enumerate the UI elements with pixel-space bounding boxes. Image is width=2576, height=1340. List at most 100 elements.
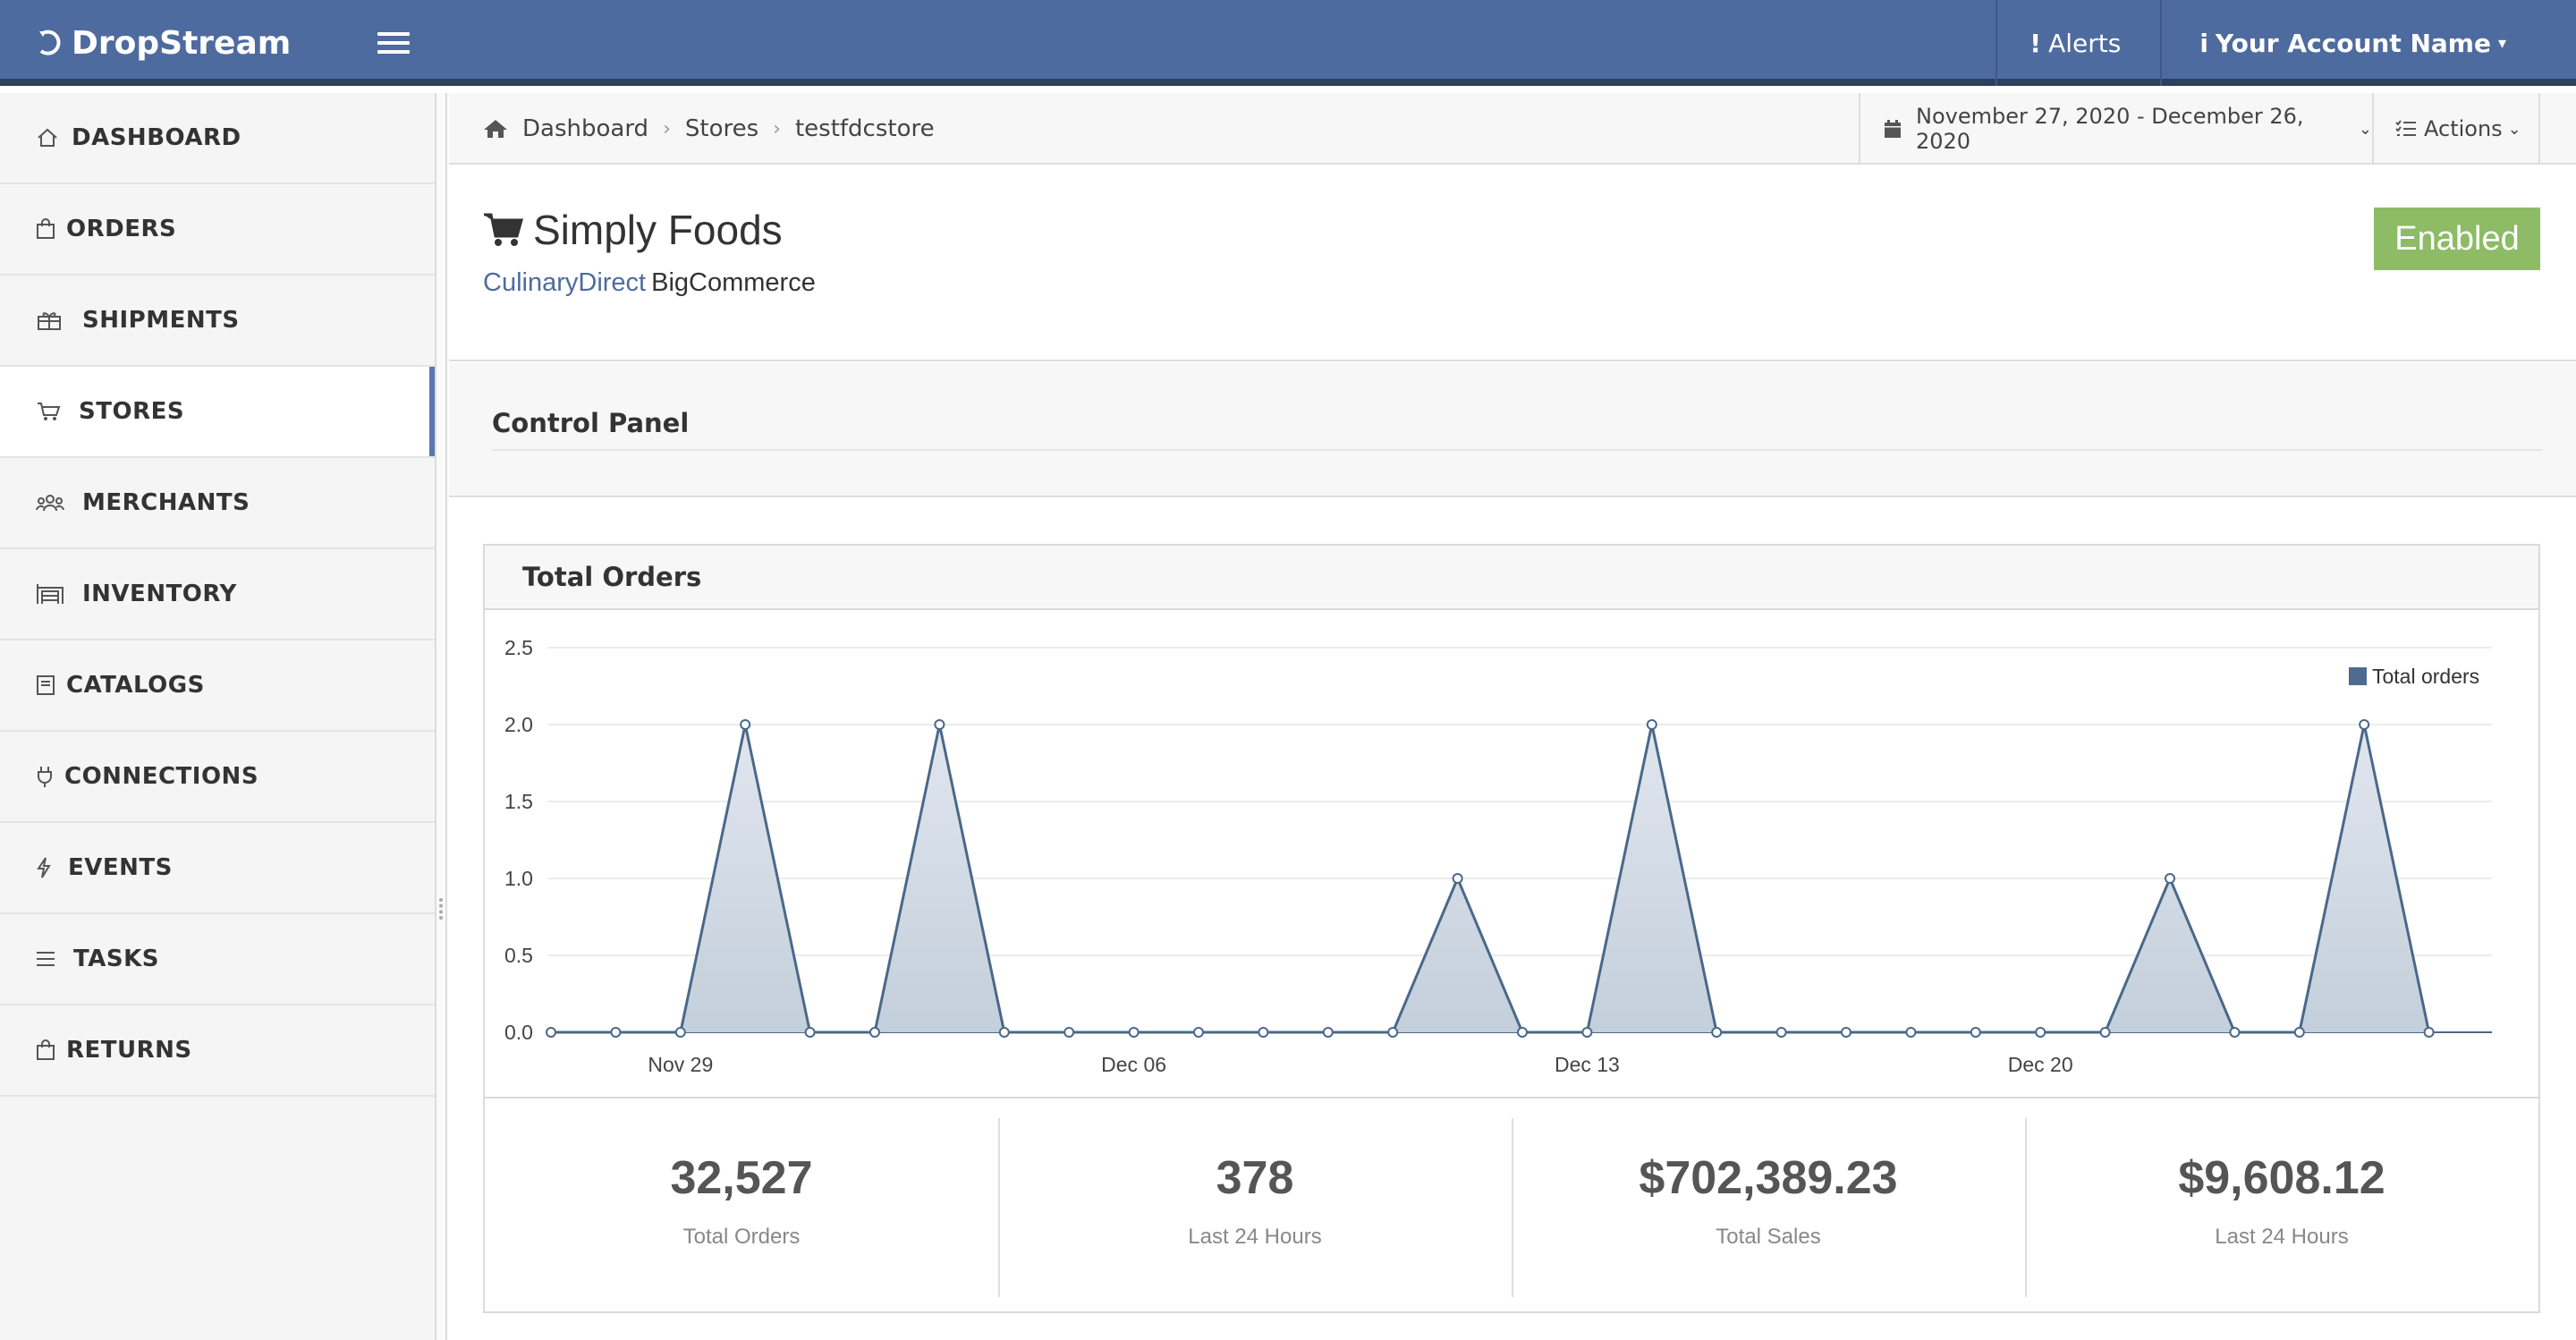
page-title: Simply Foods [483,206,783,254]
stat-value: $9,608.12 [2178,1152,2385,1204]
chart-svg: 0.0 0.5 1.0 1.5 2.0 2.5 Nov 29 Dec 06 Dec 13 Dec … [504,636,2492,1076]
legend-label: Total orders [2372,665,2479,688]
store-name: Simply Foods [533,207,783,253]
sidebar-item-inventory[interactable]: INVENTORY [0,549,435,640]
plug-icon [36,765,64,788]
users-icon [36,492,82,513]
date-range-picker[interactable]: November 27, 2020 - December 26, 2020 ⌄ [1859,93,2372,165]
stat-total-orders: 32,527 Total Orders [485,1098,998,1311]
sidebar-item-connections[interactable]: CONNECTIONS [0,732,435,823]
stat-value: $702,389.23 [1639,1152,1898,1204]
chevron-right-icon: › [663,117,671,140]
data-point [2165,873,2175,884]
stat-label: Last 24 Hours [2215,1225,2349,1249]
stat-sales-last-24h: $9,608.12 Last 24 Hours [2025,1098,2538,1311]
sidebar-item-label: SHIPMENTS [82,307,240,334]
alerts-label: Alerts [2048,28,2122,58]
sidebar-item-events[interactable]: EVENTS [0,823,435,914]
bolt-icon [36,856,68,879]
stat-label: Total Orders [682,1225,801,1249]
info-icon: i [2199,28,2208,58]
breadcrumb-dashboard[interactable]: Dashboard [522,115,649,142]
sidebar-item-label: STORES [79,398,185,425]
cart-icon [36,401,79,422]
data-point [934,719,945,730]
chevron-down-icon: ⌄ [2507,119,2521,139]
account-menu-button[interactable]: i Your Account Name ▾ [2160,0,2576,86]
data-point [1517,1027,1528,1038]
actions-dropdown[interactable]: Actions ⌄ [2372,93,2540,165]
breadcrumb-stores[interactable]: Stores [684,115,759,142]
sidebar-item-catalogs[interactable]: CATALOGS [0,640,435,732]
cart-icon [484,213,523,246]
data-point [1905,1027,1917,1038]
chevron-right-icon: › [773,117,781,140]
sidebar-item-tasks[interactable]: TASKS [0,914,435,1005]
home-icon[interactable] [483,118,508,140]
data-point [1193,1027,1204,1038]
data-point [2035,1027,2046,1038]
merchant-link[interactable]: CulinaryDirect [483,268,647,297]
account-name: Your Account Name [2215,28,2491,58]
y-tick-label: 1.0 [504,867,533,890]
data-point [2359,719,2370,730]
x-tick-label: Nov 29 [648,1053,713,1076]
status-badge: Enabled [2374,208,2540,270]
data-point [1775,1027,1787,1038]
sidebar-item-stores[interactable]: STORES [0,367,435,458]
sidebar-item-label: INVENTORY [82,581,237,607]
data-point [1063,1027,1075,1038]
data-point [2293,1027,2305,1038]
store-header: Simply Foods CulinaryDirect BigCommerce E… [449,165,2576,361]
chevron-down-icon: ⌄ [2358,119,2372,139]
actions-label: Actions [2424,116,2503,141]
data-point [1581,1027,1593,1038]
divider [492,449,2542,451]
stat-value: 378 [1216,1152,1294,1204]
x-tick-label: Dec 13 [1555,1053,1620,1076]
legend-swatch [2349,667,2367,685]
sidebar-item-orders[interactable]: ORDERS [0,184,435,276]
sidebar-item-dashboard[interactable]: DASHBOARD [0,93,435,184]
data-point [1841,1027,1852,1038]
sidebar-item-shipments[interactable]: SHIPMENTS [0,276,435,367]
data-point [1387,1027,1399,1038]
data-point [1322,1027,1334,1038]
x-tick-label: Dec 06 [1101,1053,1166,1076]
data-point [674,1027,686,1038]
alerts-button[interactable]: ! Alerts [1996,0,2160,86]
sidebar-item-label: ORDERS [66,216,177,242]
sidebar-resize-handle[interactable] [436,93,447,1340]
top-navbar: DropStream ! Alerts i Your Account Name … [0,0,2576,86]
data-point [1970,1027,1981,1038]
shopping-bag-icon [36,1039,66,1061]
data-point [869,1027,880,1038]
data-point [740,719,751,730]
y-tick-label: 2.0 [504,713,533,736]
sidebar-item-returns[interactable]: RETURNS [0,1005,435,1097]
sidebar-item-label: TASKS [73,946,159,972]
total-orders-chart: 0.0 0.5 1.0 1.5 2.0 2.5 Nov 29 Dec 06 Dec 13 Dec … [485,612,2538,1095]
shopping-bag-icon [36,218,66,240]
stat-total-sales: $702,389.23 Total Sales [1512,1098,2025,1311]
data-point [1646,719,1657,730]
menu-toggle-icon[interactable] [377,25,410,61]
caret-down-icon: ▾ [2497,33,2506,53]
sidebar-item-label: CATALOGS [66,672,205,699]
sidebar-item-merchants[interactable]: MERCHANTS [0,458,435,549]
brand-logo[interactable]: DropStream [36,0,291,86]
data-point [2099,1027,2111,1038]
warehouse-icon [36,582,82,606]
list-icon [36,950,73,968]
sidebar: DASHBOARD ORDERS SHIPMENTS STORES MERCHA… [0,93,436,1340]
panel-title: Total Orders [485,546,2538,610]
home-icon [36,127,72,148]
data-point [1258,1027,1269,1038]
data-point [546,1027,556,1038]
dropstream-logo-icon [39,30,61,55]
control-panel: Control Panel [449,363,2576,497]
breadcrumb: Dashboard › Stores › testfdcstore [483,93,935,165]
series-line-total-orders [551,724,2431,1034]
data-point [1128,1027,1140,1038]
data-point [1452,873,1463,884]
